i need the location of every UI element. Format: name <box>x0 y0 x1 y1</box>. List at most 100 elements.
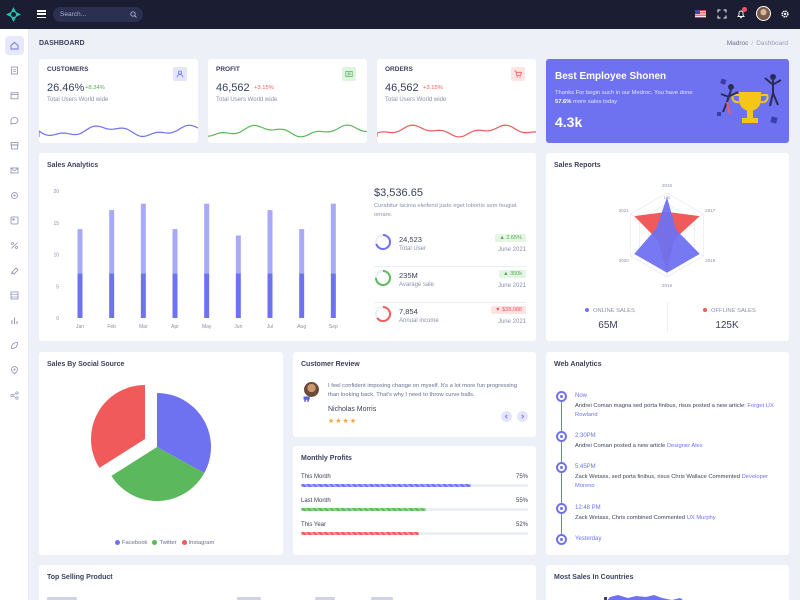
sidebar-item-palette[interactable] <box>5 261 24 280</box>
page-title: DASHBOARD <box>39 40 85 47</box>
timeline-text: Zack Wetass, Chris combined Commented UX… <box>575 515 716 521</box>
progress-bar <box>301 532 420 535</box>
sidebar-item-chat[interactable] <box>5 111 24 130</box>
pie-slice-facebook <box>157 393 211 474</box>
card-title: Sales Reports <box>554 162 601 169</box>
timeline-time: 12:48 PM <box>575 505 601 511</box>
row-badge: ▲ 2.65% <box>495 234 526 242</box>
sidebar-item-percent[interactable] <box>5 236 24 255</box>
share-icon <box>10 391 19 400</box>
divider <box>667 302 668 332</box>
timeline-link[interactable]: Forget UX Rowland <box>575 403 774 418</box>
menu-toggle-icon[interactable] <box>37 10 46 19</box>
table-icon <box>10 291 19 300</box>
world-map <box>604 595 683 600</box>
stat-title: CUSTOMERS <box>47 66 89 73</box>
prev-review-button[interactable] <box>501 411 512 422</box>
stat-subtitle: Total Users World wide <box>385 97 447 103</box>
sidebar-item-mail[interactable] <box>5 161 24 180</box>
search-input[interactable]: Search... <box>53 7 143 22</box>
web-analytics-card: Web Analytics <box>546 352 789 555</box>
progress-ring <box>375 306 391 322</box>
notification-badge <box>742 7 747 12</box>
stat-card-profit: PROFIT 46,562 +3.15% Total Users World wide <box>208 59 367 143</box>
offline-sales-value: 125K <box>715 320 739 331</box>
sidebar-item-leaf[interactable] <box>5 336 24 355</box>
sidebar-item-share[interactable] <box>5 386 24 405</box>
profit-label: Last Month <box>301 498 331 504</box>
x-tick-label: Apr <box>171 324 179 330</box>
top-selling-card: Top Selling Product <box>39 565 536 600</box>
top-navbar: Search... <box>0 0 800 29</box>
legend-item-facebook: Facebook <box>115 540 147 546</box>
bar-sep-s2 <box>330 203 336 274</box>
bar-apr-s2 <box>172 229 178 274</box>
sidebar-item-widget[interactable] <box>5 211 24 230</box>
legend-item-twitter: Twitter <box>152 540 177 546</box>
sidebar-item-chart[interactable] <box>5 311 24 330</box>
location-icon <box>11 366 18 375</box>
sidebar-item-home[interactable] <box>5 36 24 55</box>
progress-ring <box>375 234 391 250</box>
stat-value: 46,562 <box>216 82 250 94</box>
progress-track <box>301 484 528 487</box>
sparkline-wave <box>377 124 536 138</box>
sales-stat-row: 235M Avarage sale ▲ 350k June 2021 <box>374 269 526 303</box>
monthly-profits-card: Monthly Profits <box>293 446 536 555</box>
bar-mar-s2 <box>140 203 146 274</box>
employee-value: 4.3k <box>555 114 583 130</box>
radar-axis-label: 2019 <box>662 283 673 288</box>
x-tick-label: Jun <box>234 324 242 330</box>
bell-icon[interactable] <box>736 9 746 19</box>
pie-slice-instagram <box>91 385 145 468</box>
mail-icon <box>10 167 19 174</box>
palette-icon <box>11 267 19 275</box>
us-flag-icon[interactable] <box>695 10 706 18</box>
review-text: I feel confident imposing change on myse… <box>328 383 517 398</box>
sidebar-item-location[interactable] <box>5 361 24 380</box>
cart-icon <box>514 70 522 78</box>
sales-stat-row: 7,854 Annual income ▼ $38,088 June 2021 <box>374 305 526 339</box>
table-header-placeholder <box>371 597 393 600</box>
sales-bar-chart: 0 5 10 15 20 Jan Feb Mar Apr May Jun Jul Aug Sep <box>53 189 338 330</box>
progress-ring <box>375 270 391 286</box>
row-badge: ▼ $38,088 <box>491 306 526 314</box>
table-header-placeholder <box>237 597 261 600</box>
legend-item-instagram: Instagram <box>181 540 214 546</box>
bar-feb-s1 <box>109 273 115 318</box>
best-employee-card: Best Employee Shonen Thanks For begin su… <box>546 59 789 143</box>
profit-row: Last Month 55% <box>301 498 528 518</box>
sidebar-item-calendar[interactable] <box>5 86 24 105</box>
offline-sales-legend: OFFLINE SALES <box>703 308 756 314</box>
legend-dot <box>181 540 187 545</box>
sidebar-item-settings[interactable] <box>5 186 24 205</box>
breadcrumb-link[interactable]: Madroc <box>726 40 749 47</box>
sidebar-item-document[interactable] <box>5 61 24 80</box>
row-badge: ▲ 350k <box>499 270 526 278</box>
table-header-placeholder <box>315 597 335 600</box>
fullscreen-icon[interactable] <box>717 9 727 19</box>
pie-slice-twitter <box>111 447 205 501</box>
dollar-icon <box>345 71 353 77</box>
bar-jun-s1 <box>235 273 241 318</box>
social-source-card: Sales By Social Source <box>39 352 283 555</box>
timeline-text: Zack Wetass, sed porta finibus, risus Ch… <box>575 474 768 489</box>
timeline-link[interactable]: Developer Moreno <box>575 474 768 489</box>
sidebar-item-archive[interactable] <box>5 136 24 155</box>
sidebar-item-table[interactable] <box>5 286 24 305</box>
gear-icon[interactable] <box>780 9 790 19</box>
legend-dot <box>152 540 158 545</box>
user-avatar[interactable] <box>756 6 771 21</box>
next-review-button[interactable] <box>517 411 528 422</box>
sales-analytics-card: Sales Analytics <box>39 153 536 341</box>
radar-axis-label: 2018 <box>705 258 716 263</box>
pie-legend: Facebook Twitter Instagram <box>115 540 219 546</box>
offline-dot <box>703 308 707 313</box>
timeline-link[interactable]: UX Murphy <box>686 515 716 521</box>
profit-row: This Year 52% <box>301 522 528 542</box>
timeline-link[interactable]: Designer Alex <box>666 443 703 449</box>
logo-icon[interactable] <box>5 6 22 23</box>
stat-change: +3.15% <box>423 85 443 91</box>
timeline-dot <box>556 462 567 473</box>
y-tick-label: 15 <box>53 221 59 227</box>
